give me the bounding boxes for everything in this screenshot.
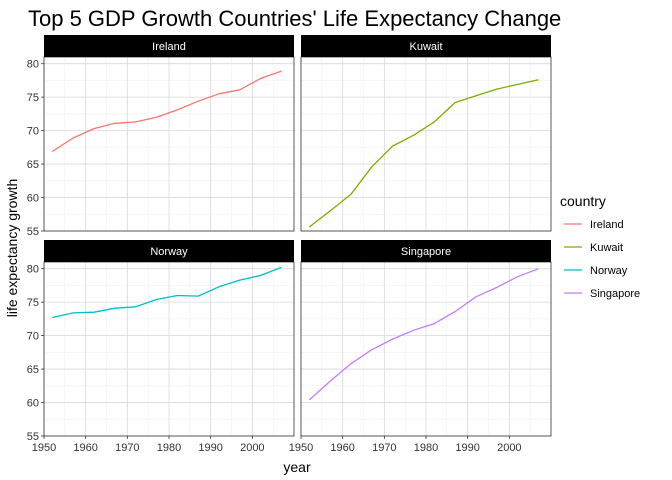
y-tick-label: 80: [27, 264, 39, 276]
chart-title: Top 5 GDP Growth Countries' Life Expecta…: [28, 6, 561, 31]
legend-label: Singapore: [590, 288, 640, 300]
y-tick-label: 70: [27, 331, 39, 343]
y-tick-label: 75: [27, 92, 39, 104]
y-tick-label: 60: [27, 193, 39, 205]
y-tick-label: 55: [27, 226, 39, 238]
legend-label: Norway: [590, 265, 628, 277]
facet-strip: [301, 240, 551, 262]
legend-label: Ireland: [590, 219, 624, 231]
legend-item-kuwait: Kuwait: [564, 242, 623, 254]
facet-panels: Ireland Kuwait Norway Singapore: [43, 35, 552, 437]
legend-item-norway: Norway: [564, 265, 628, 277]
y-tick-label: 55: [27, 431, 39, 443]
y-tick-label: 70: [27, 126, 39, 138]
y-axis-title: life expectancy growth: [4, 179, 20, 318]
x-tick-label: 1980: [414, 442, 438, 454]
y-tick-label: 75: [27, 297, 39, 309]
x-axis: 1950 1960 1970 1980 1990 2000 1950 1960 1970 1980…: [32, 436, 522, 454]
x-tick-label: 1980: [157, 442, 181, 454]
x-axis-title: year: [283, 459, 311, 475]
facet-strip-label: Singapore: [401, 246, 451, 258]
x-tick-label: 1950: [32, 442, 56, 454]
x-tick-label: 2000: [497, 442, 521, 454]
y-tick-label: 65: [27, 364, 39, 376]
facet-panel-singapore: Singapore: [300, 240, 552, 437]
facet-strip-label: Norway: [150, 246, 188, 258]
series-line-singapore: [308, 268, 539, 401]
y-tick-label: 60: [27, 398, 39, 410]
y-tick-label: 80: [27, 59, 39, 71]
facet-strip: [301, 35, 551, 57]
x-tick-label: 2000: [240, 442, 264, 454]
x-tick-label: 1960: [330, 442, 354, 454]
legend-item-ireland: Ireland: [564, 219, 624, 231]
x-tick-label: 1990: [198, 442, 222, 454]
legend-item-singapore: Singapore: [564, 288, 640, 300]
facet-panel-ireland: Ireland: [43, 35, 295, 232]
facet-strip-label: Ireland: [152, 41, 186, 53]
x-tick-label: 1950: [289, 442, 313, 454]
x-tick-label: 1970: [115, 442, 139, 454]
series-line-kuwait: [308, 79, 539, 228]
legend-title: country: [560, 193, 606, 209]
y-tick-label: 65: [27, 159, 39, 171]
facet-strip: [44, 240, 294, 262]
series-line-norway: [52, 266, 282, 319]
y-axis: 55 60 65 70 75 80 55 60 65 70 75 80: [27, 59, 44, 443]
legend: country Ireland Kuwait Norway Singapore: [560, 193, 640, 300]
x-tick-label: 1970: [372, 442, 396, 454]
x-tick-label: 1960: [73, 442, 97, 454]
facet-strip-label: Kuwait: [409, 41, 442, 53]
legend-label: Kuwait: [590, 242, 623, 254]
facet-panel-kuwait: Kuwait: [300, 35, 552, 232]
x-tick-label: 1990: [455, 442, 479, 454]
series-line-ireland: [51, 70, 282, 152]
facet-strip: [44, 35, 294, 57]
facet-panel-norway: Norway: [43, 240, 295, 437]
